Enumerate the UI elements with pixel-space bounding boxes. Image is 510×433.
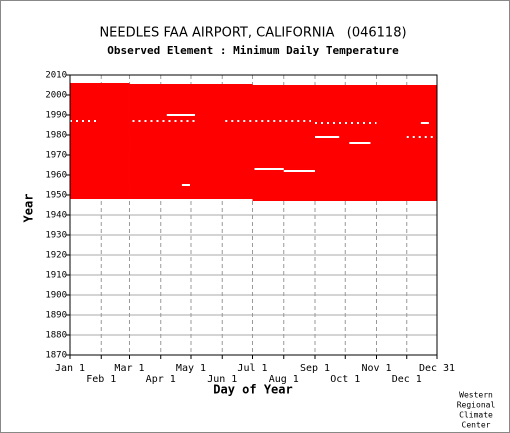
credit: Center bbox=[462, 421, 491, 430]
data-block bbox=[70, 83, 130, 199]
data-block bbox=[252, 85, 437, 201]
y-tick-label: 1930 bbox=[45, 231, 67, 241]
x-tick-label: Sep 1 bbox=[300, 363, 330, 374]
y-tick-label: 1950 bbox=[45, 191, 67, 201]
x-tick-label: Jun 1 bbox=[207, 374, 237, 385]
y-axis-label: Year bbox=[22, 194, 36, 223]
y-tick-label: 1960 bbox=[45, 171, 67, 181]
y-tick-label: 1940 bbox=[45, 211, 67, 221]
chart-subtitle: Observed Element : Minimum Daily Tempera… bbox=[107, 44, 399, 57]
y-tick-label: 1900 bbox=[45, 291, 67, 301]
y-tick-label: 1890 bbox=[45, 311, 67, 321]
x-tick-label: Feb 1 bbox=[86, 374, 116, 385]
x-tick-label: Jul 1 bbox=[237, 363, 267, 374]
x-tick-label: Oct 1 bbox=[330, 374, 360, 385]
y-tick-label: 1920 bbox=[45, 251, 67, 261]
x-tick-label: Dec 31 bbox=[419, 363, 455, 374]
x-tick-label: Apr 1 bbox=[146, 374, 176, 385]
y-tick-label: 1990 bbox=[45, 111, 67, 121]
y-tick-label: 1970 bbox=[45, 151, 67, 161]
x-tick-label: Jan 1 bbox=[55, 363, 85, 374]
x-tick-label: Nov 1 bbox=[361, 363, 391, 374]
plot-border bbox=[69, 74, 438, 356]
x-tick-label: Aug 1 bbox=[269, 374, 299, 385]
credit: Western bbox=[459, 391, 493, 400]
credit: Climate bbox=[459, 411, 493, 420]
y-tick-label: 1870 bbox=[45, 351, 67, 361]
chart-title: NEEDLES FAA AIRPORT, CALIFORNIA (046118) bbox=[99, 26, 406, 41]
data-block bbox=[129, 84, 253, 199]
credit: Regional bbox=[457, 401, 496, 410]
y-tick-label: 2010 bbox=[45, 71, 67, 81]
x-tick-label: May 1 bbox=[176, 363, 206, 374]
x-tick-label: Mar 1 bbox=[114, 363, 144, 374]
y-tick-label: 1880 bbox=[45, 331, 67, 341]
x-tick-label: Dec 1 bbox=[392, 374, 422, 385]
y-tick-label: 2000 bbox=[45, 91, 67, 101]
y-tick-label: 1980 bbox=[45, 131, 67, 141]
x-axis-label: Day of Year bbox=[213, 383, 292, 397]
y-tick-label: 1910 bbox=[45, 271, 67, 281]
